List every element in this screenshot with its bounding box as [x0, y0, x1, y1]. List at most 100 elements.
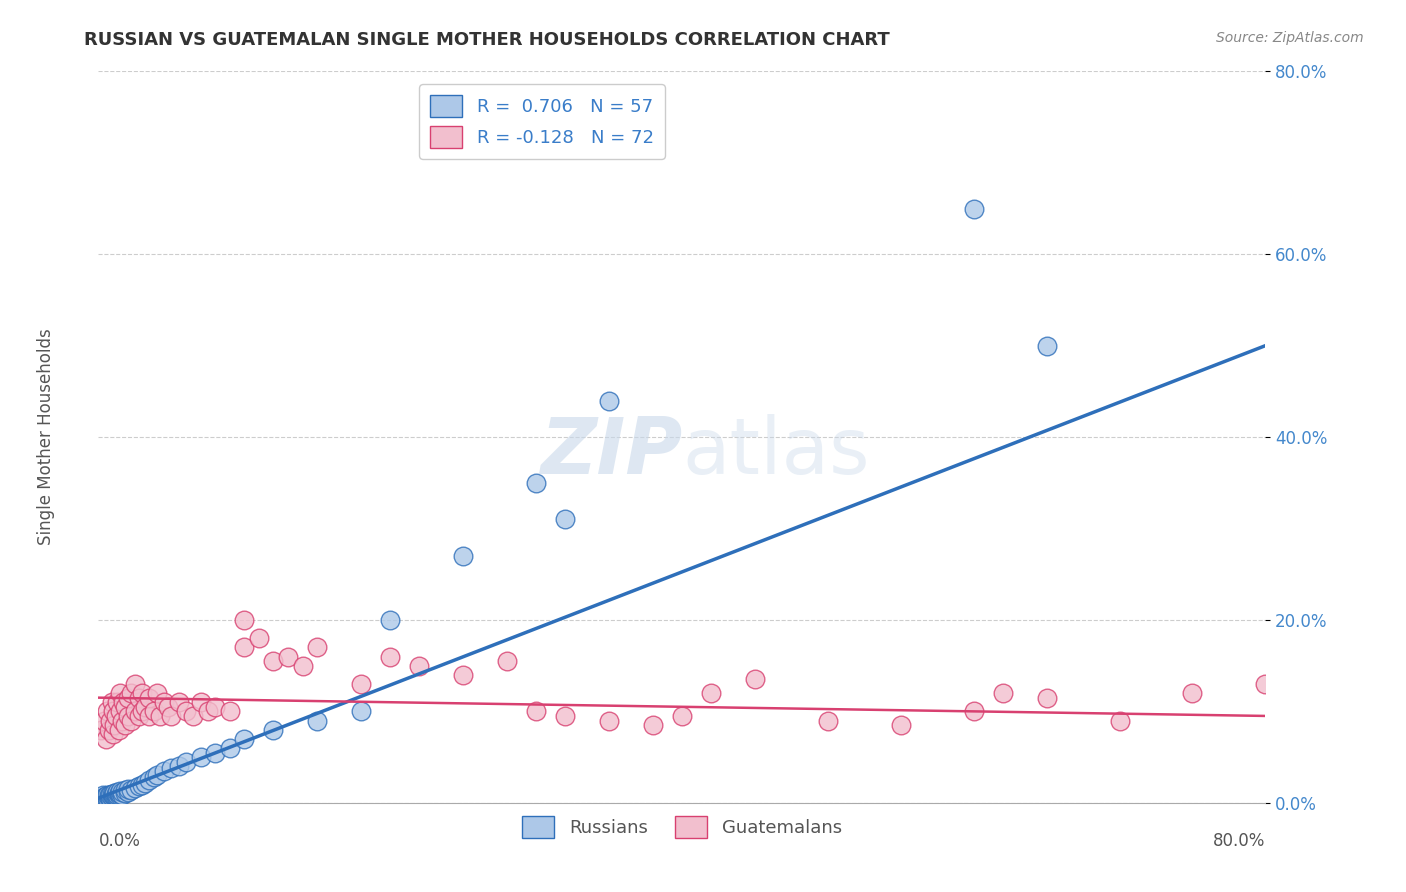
Point: [1254, 677, 1277, 691]
Point: [146, 686, 169, 700]
Point: [131, 778, 153, 792]
Point: [111, 785, 134, 799]
Point: [105, 785, 128, 799]
Point: [160, 709, 183, 723]
Point: [120, 686, 142, 700]
Point: [598, 714, 620, 728]
Point: [146, 768, 169, 782]
Point: [117, 709, 139, 723]
Text: Source: ZipAtlas.com: Source: ZipAtlas.com: [1216, 31, 1364, 45]
Point: [114, 699, 136, 714]
Point: [524, 475, 547, 490]
Point: [598, 393, 620, 408]
Point: [554, 709, 576, 723]
Point: [408, 658, 430, 673]
Point: [96, 789, 118, 803]
Point: [134, 775, 156, 789]
Point: [90, 791, 112, 805]
Point: [962, 705, 984, 719]
Point: [247, 632, 270, 646]
Point: [94, 731, 117, 746]
Point: [233, 731, 256, 746]
Point: [98, 714, 121, 728]
Point: [114, 783, 136, 797]
Point: [233, 640, 256, 655]
Point: [1035, 690, 1057, 705]
Point: [142, 770, 165, 784]
Point: [138, 709, 160, 723]
Point: [128, 709, 150, 723]
Point: [124, 677, 146, 691]
Point: [1108, 714, 1130, 728]
Point: [124, 705, 146, 719]
Point: [174, 755, 197, 769]
Point: [149, 709, 172, 723]
Point: [134, 699, 156, 714]
Point: [117, 690, 139, 705]
Point: [641, 718, 664, 732]
Point: [103, 786, 125, 800]
Point: [142, 705, 165, 719]
Point: [131, 686, 153, 700]
Point: [110, 784, 132, 798]
Point: [131, 705, 153, 719]
Point: [101, 727, 124, 741]
Point: [204, 699, 226, 714]
Text: RUSSIAN VS GUATEMALAN SINGLE MOTHER HOUSEHOLDS CORRELATION CHART: RUSSIAN VS GUATEMALAN SINGLE MOTHER HOUS…: [84, 31, 890, 49]
Point: [890, 718, 912, 732]
Point: [110, 705, 132, 719]
Text: ZIP: ZIP: [540, 414, 682, 490]
Point: [101, 788, 124, 802]
Point: [93, 714, 115, 728]
Point: [380, 649, 402, 664]
Point: [120, 783, 142, 797]
Point: [108, 723, 131, 737]
Point: [160, 761, 183, 775]
Point: [174, 705, 197, 719]
Point: [100, 695, 122, 709]
Point: [451, 549, 474, 563]
Point: [112, 695, 135, 709]
Point: [104, 789, 127, 804]
Point: [100, 790, 122, 805]
Point: [101, 789, 124, 804]
Point: [104, 709, 127, 723]
Point: [307, 640, 329, 655]
Point: [524, 705, 547, 719]
Point: [94, 792, 117, 806]
Point: [671, 709, 693, 723]
Point: [451, 667, 474, 681]
Point: [167, 759, 190, 773]
Point: [114, 786, 136, 800]
Point: [190, 750, 212, 764]
Point: [103, 718, 125, 732]
Point: [496, 654, 519, 668]
Point: [554, 512, 576, 526]
Point: [105, 788, 128, 802]
Point: [1035, 338, 1057, 352]
Point: [108, 789, 131, 803]
Point: [817, 714, 839, 728]
Point: [218, 705, 240, 719]
Point: [700, 686, 723, 700]
Point: [97, 723, 120, 737]
Point: [197, 705, 219, 719]
Point: [110, 686, 132, 700]
Point: [138, 772, 160, 787]
Point: [108, 786, 131, 800]
Point: [96, 705, 118, 719]
Point: [104, 787, 127, 801]
Point: [262, 654, 284, 668]
Point: [157, 699, 180, 714]
Point: [291, 658, 314, 673]
Point: [98, 789, 121, 803]
Point: [111, 714, 134, 728]
Point: [103, 789, 125, 803]
Point: [218, 740, 240, 755]
Point: [100, 787, 122, 801]
Legend: Russians, Guatemalans: Russians, Guatemalans: [515, 808, 849, 845]
Point: [744, 673, 766, 687]
Point: [233, 613, 256, 627]
Point: [98, 791, 121, 805]
Point: [105, 695, 128, 709]
